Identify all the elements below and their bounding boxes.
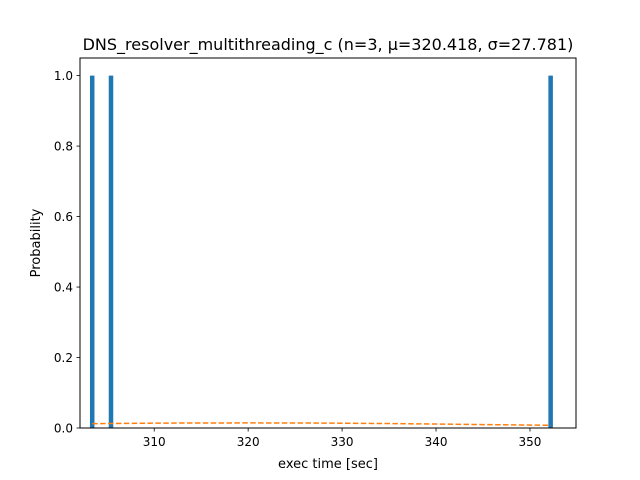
chart-title: DNS_resolver_multithreading_c (n=3, μ=32… bbox=[83, 35, 574, 55]
x-axis: 310 320 330 340 350 bbox=[143, 428, 542, 449]
plot-area bbox=[89, 75, 553, 428]
x-tick-label: 330 bbox=[331, 435, 354, 449]
y-tick-label: 0.4 bbox=[54, 281, 73, 295]
x-tick-label: 340 bbox=[425, 435, 448, 449]
y-tick-label: 0.6 bbox=[54, 210, 73, 224]
y-tick-label: 1.0 bbox=[54, 69, 73, 83]
y-axis: 0.0 0.2 0.4 0.6 0.8 1.0 bbox=[54, 69, 80, 436]
y-axis-label: Probability bbox=[29, 208, 44, 277]
y-tick-label: 0.0 bbox=[54, 422, 73, 436]
density-curve bbox=[92, 422, 551, 427]
x-tick-label: 350 bbox=[519, 435, 542, 449]
x-axis-label: exec time [sec] bbox=[278, 457, 378, 472]
histogram-bar bbox=[108, 75, 114, 428]
x-tick-label: 320 bbox=[237, 435, 260, 449]
y-tick-label: 0.8 bbox=[54, 140, 73, 154]
x-tick-label: 310 bbox=[143, 435, 166, 449]
axes-frame bbox=[79, 57, 577, 429]
histogram-bar bbox=[89, 75, 95, 428]
histogram-bar bbox=[548, 75, 553, 428]
y-tick-label: 0.2 bbox=[54, 351, 73, 365]
